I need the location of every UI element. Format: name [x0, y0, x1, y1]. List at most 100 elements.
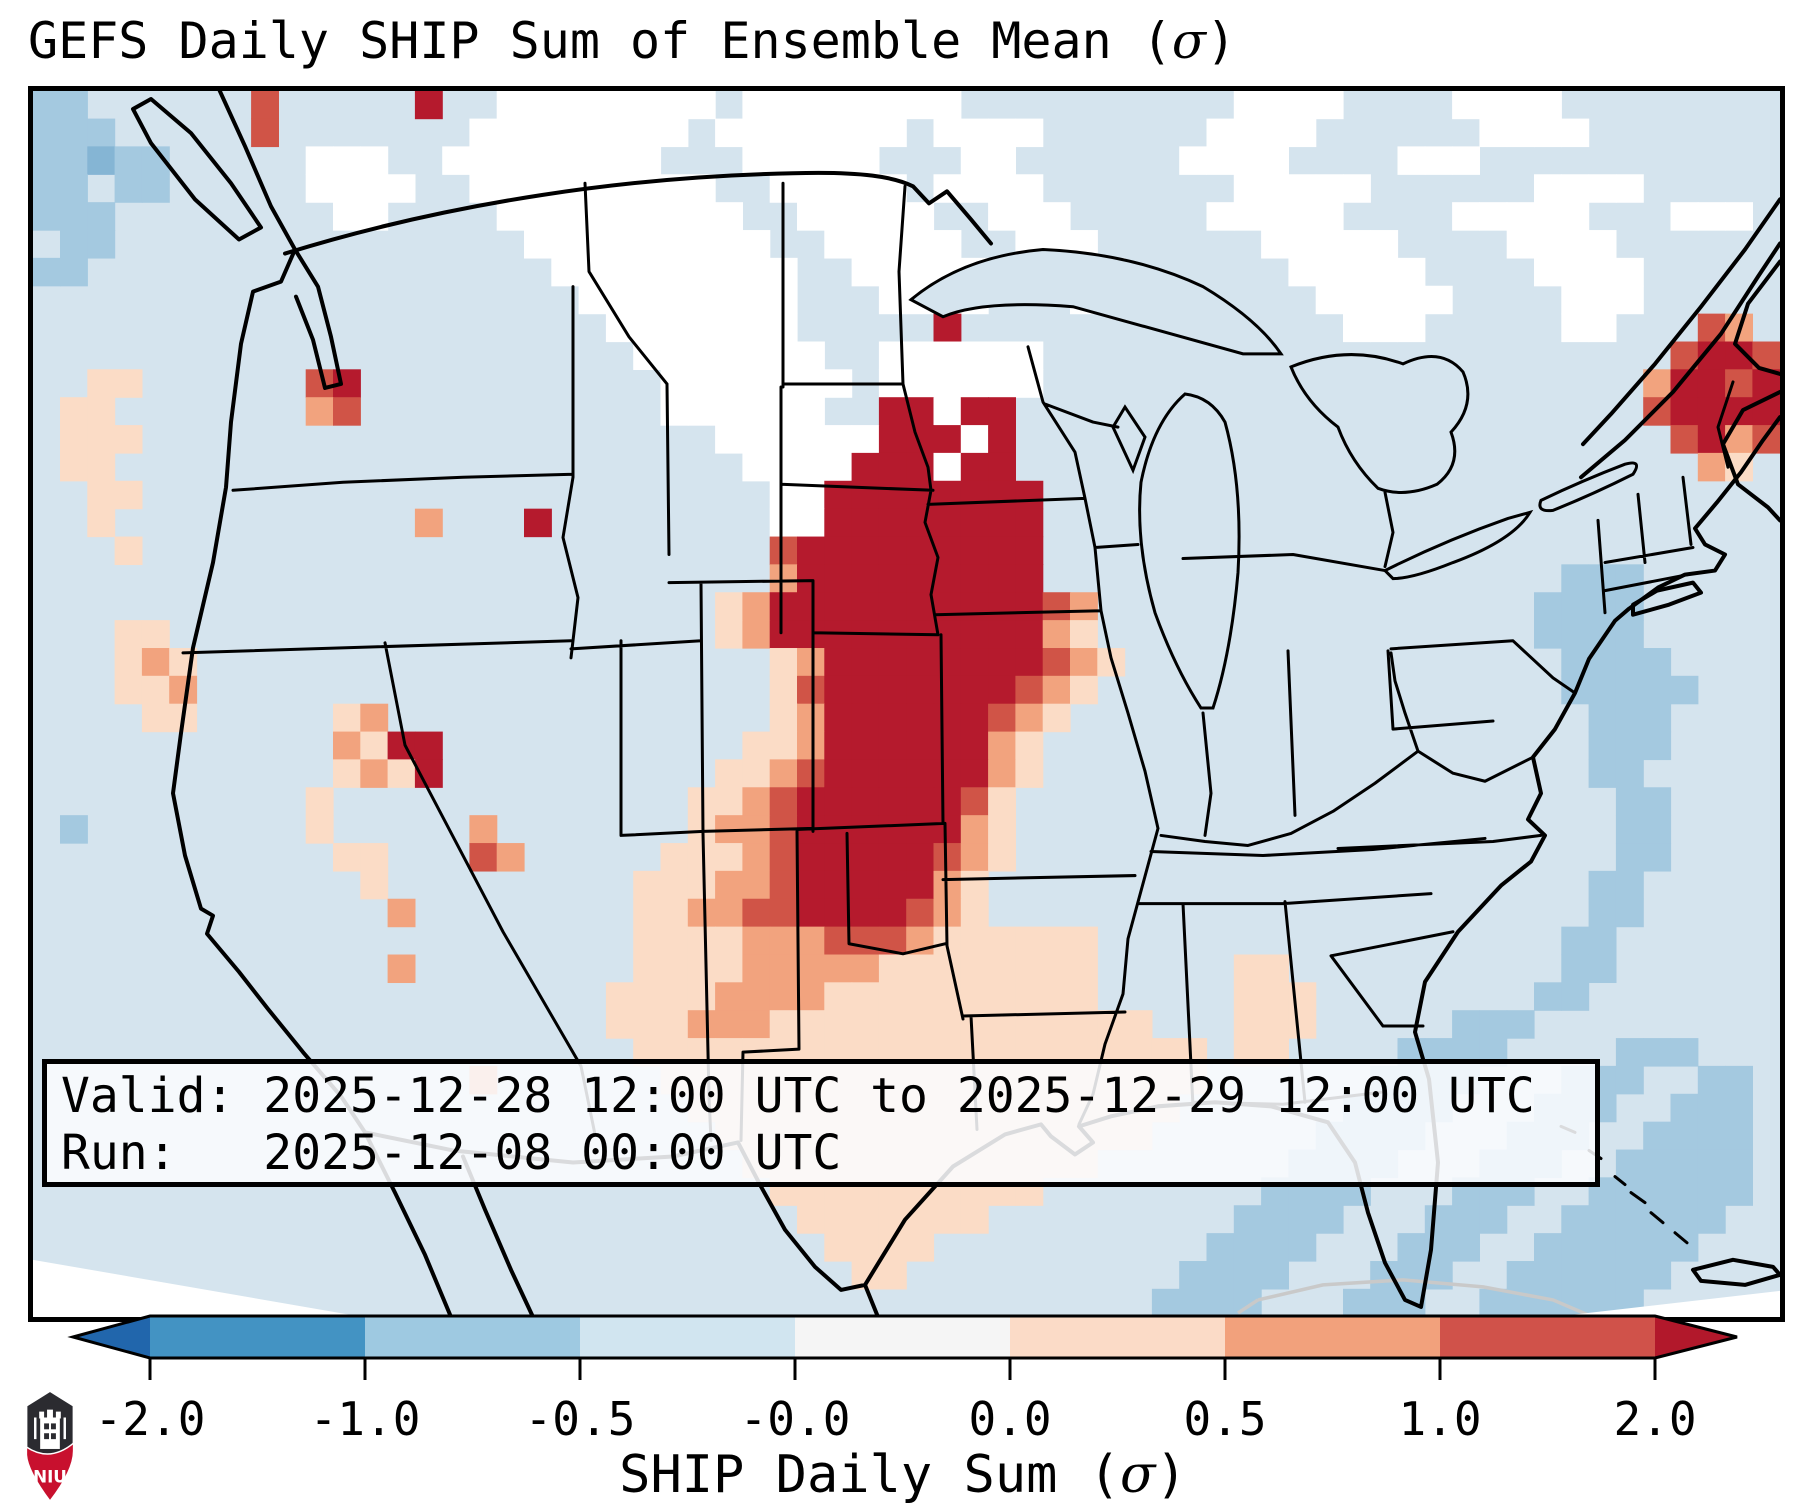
heatmap-cell — [660, 313, 689, 343]
heatmap-cell — [551, 118, 580, 148]
heatmap-cell — [715, 620, 743, 649]
heatmap-cell — [687, 982, 716, 1011]
heatmap-cell — [797, 898, 825, 928]
heatmap-cell — [114, 675, 143, 705]
heatmap-cell — [878, 703, 907, 733]
heatmap-cell — [1561, 118, 1590, 148]
heatmap-cell — [769, 675, 798, 705]
heatmap-cell — [524, 508, 552, 538]
heatmap-cell — [660, 369, 689, 398]
corner-mask-right — [1553, 1290, 1780, 1317]
heatmap-cell — [469, 815, 498, 844]
heatmap-cell — [1506, 1261, 1535, 1290]
heatmap-cell — [251, 118, 279, 148]
heatmap-cell — [1643, 675, 1672, 705]
heatmap-cell — [578, 118, 607, 148]
heatmap-cell — [1070, 1010, 1098, 1039]
heatmap-cell — [660, 341, 689, 371]
colorbar-tick-label: 1.0 — [1398, 1392, 1481, 1446]
heatmap-cell — [141, 703, 170, 733]
heatmap-cell — [360, 759, 389, 788]
heatmap-cell — [988, 926, 1016, 956]
heatmap-cell — [1643, 703, 1672, 733]
heatmap-cell — [687, 954, 716, 984]
heatmap-cell — [1015, 536, 1044, 566]
heatmap-cell — [851, 536, 880, 566]
heatmap-cell — [878, 118, 907, 148]
heatmap-cell — [1233, 982, 1262, 1011]
heatmap-cell — [1615, 1261, 1644, 1290]
heatmap-cell — [906, 257, 935, 287]
heatmap-cell — [1070, 620, 1098, 649]
mexico-gulf-coast — [863, 1282, 880, 1317]
heatmap-cell — [878, 648, 907, 677]
logo-castle-icon — [34, 1409, 66, 1449]
colorbar-segment — [580, 1316, 795, 1358]
heatmap-cell — [1588, 898, 1617, 928]
heatmap-cell — [1261, 1233, 1289, 1262]
heatmap-cell — [1615, 675, 1644, 705]
heatmap-cell — [960, 954, 989, 984]
heatmap-cell — [1261, 954, 1289, 984]
heatmap-cell — [988, 452, 1016, 482]
heatmap-cell — [1015, 759, 1044, 788]
heatmap-cell — [797, 536, 825, 566]
heatmap-cell — [1261, 174, 1289, 203]
heatmap-cell — [988, 843, 1016, 872]
gaspe-peninsula — [1733, 259, 1780, 376]
corner-mask-left — [33, 1259, 363, 1317]
colorbar-segment — [1225, 1316, 1440, 1358]
heatmap-cell — [1261, 982, 1289, 1011]
heatmap-cell — [960, 870, 989, 900]
heatmap-cell — [1288, 230, 1317, 259]
heatmap-cell — [1015, 982, 1044, 1011]
heatmap-cell — [1343, 285, 1371, 315]
heatmap-cell — [851, 508, 880, 538]
heatmap-cell — [551, 202, 580, 231]
heatmap-cell — [988, 759, 1016, 788]
heatmap-cell — [360, 843, 389, 872]
heatmap-cell — [1534, 91, 1562, 120]
heatmap-cell — [687, 285, 716, 315]
heatmap-cell — [605, 202, 634, 231]
heatmap-cell — [824, 759, 853, 788]
niu-logo: NIU — [25, 1389, 75, 1505]
heatmap-cell — [1042, 648, 1071, 677]
heatmap-cell — [87, 425, 116, 454]
heatmap-cell — [960, 759, 989, 788]
heatmap-cell — [1015, 648, 1044, 677]
heatmap-cell — [824, 91, 853, 120]
heatmap-cell — [878, 982, 907, 1011]
heatmap-cell — [1534, 257, 1562, 287]
heatmap-cell — [687, 202, 716, 231]
heatmap-cell — [878, 898, 907, 928]
heatmap-cell — [960, 675, 989, 705]
heatmap-cell — [906, 787, 935, 816]
heatmap-cell — [1479, 1010, 1508, 1039]
heatmap-cell — [1670, 1177, 1699, 1206]
heatmap-cell — [715, 843, 743, 872]
heatmap-cell — [988, 118, 1016, 148]
heatmap-cell — [933, 731, 962, 761]
heatmap-cell — [769, 620, 798, 649]
heatmap-cell — [960, 1205, 989, 1234]
heatmap-cell — [1343, 257, 1371, 287]
heatmap-cell — [1233, 91, 1262, 120]
heatmap-cell — [1070, 954, 1098, 984]
heatmap-cell — [524, 146, 552, 175]
heatmap-cell — [797, 425, 825, 454]
heatmap-cell — [1397, 257, 1426, 287]
lake-michigan — [1138, 392, 1241, 710]
heatmap-cell — [33, 174, 61, 203]
heatmap-cell — [742, 452, 771, 482]
colorbar-tick-label: -2.0 — [95, 1392, 206, 1446]
heatmap-cell — [1015, 508, 1044, 538]
heatmap-cell — [333, 759, 361, 788]
heatmap-cell — [797, 648, 825, 677]
heatmap-cell — [1615, 1038, 1644, 1067]
heatmap-cell — [551, 91, 580, 120]
heatmap-cell — [114, 648, 143, 677]
heatmap-cell — [141, 675, 170, 705]
heatmap-cell — [769, 592, 798, 621]
heatmap-cell — [906, 898, 935, 928]
